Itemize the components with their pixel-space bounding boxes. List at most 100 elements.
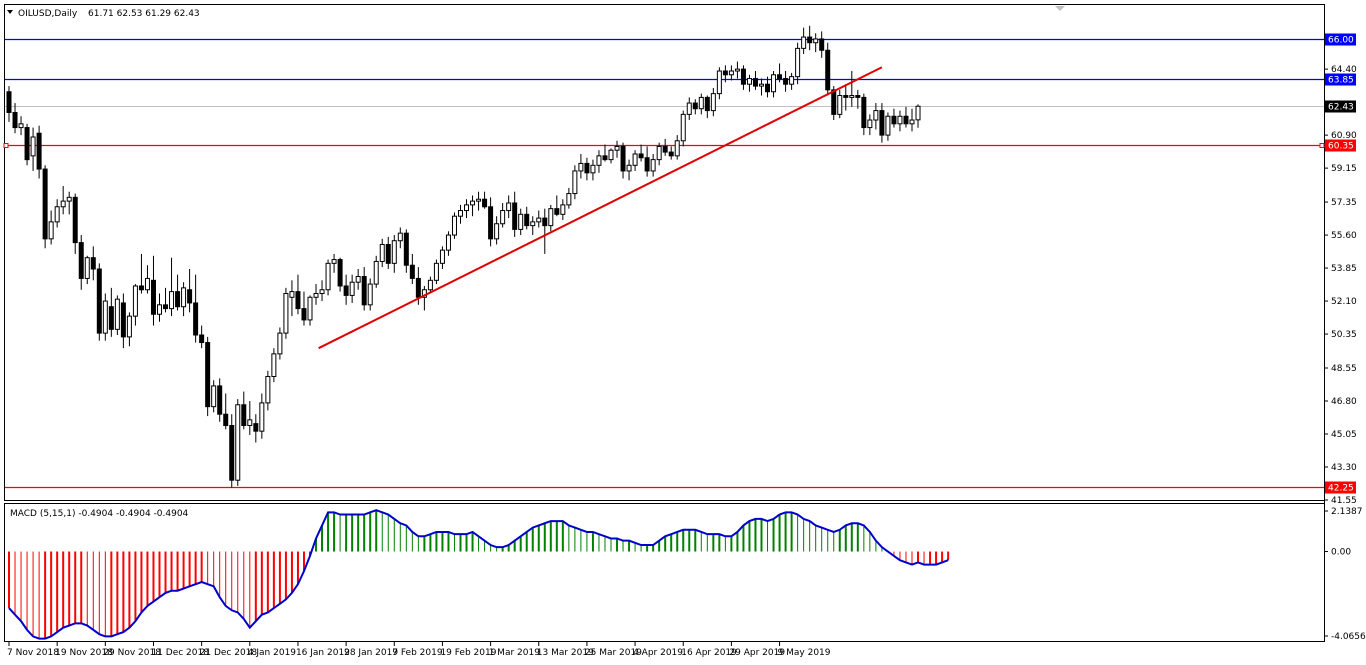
candle-body-down <box>620 145 626 172</box>
candle-body-up <box>915 105 921 121</box>
candle <box>24 123 30 166</box>
level-price-label: 60.35 <box>1328 142 1354 152</box>
candle <box>96 263 102 341</box>
x-tick-label: 29 Apr 2019 <box>729 648 785 658</box>
y-tick-label: 55.60 <box>1331 231 1357 241</box>
candle-body-up <box>530 221 536 227</box>
scroll-marker-icon <box>1055 6 1065 11</box>
candle <box>409 253 415 285</box>
candle <box>524 206 530 230</box>
chart-ohlc: 61.71 62.53 61.29 62.43 <box>88 9 200 19</box>
macd-y-tick-label: 2.1387 <box>1331 507 1363 517</box>
candle-body-up <box>235 404 241 481</box>
candle <box>626 159 632 181</box>
candle-body-up <box>536 217 542 223</box>
candle-body-down <box>217 385 223 415</box>
trend-line[interactable] <box>318 66 883 350</box>
candle <box>879 103 885 143</box>
candle <box>18 116 24 136</box>
candle-body-down <box>644 157 650 172</box>
candle-body-up <box>795 47 801 78</box>
candle-body-down <box>740 68 746 85</box>
candle <box>157 293 162 322</box>
candle <box>789 72 795 90</box>
candle <box>464 199 470 219</box>
macd-panel[interactable] <box>4 503 1325 642</box>
candle <box>746 74 752 92</box>
candle <box>506 195 512 219</box>
candle-body-down <box>193 302 199 336</box>
candle <box>602 144 608 162</box>
candle <box>873 103 879 130</box>
candle-body-down <box>361 276 367 306</box>
candle <box>614 140 620 158</box>
candle <box>488 197 494 247</box>
candle-body-up <box>686 102 692 115</box>
dropdown-triangle-icon[interactable] <box>7 10 13 14</box>
candle-body-down <box>409 264 415 279</box>
candle <box>433 259 439 285</box>
line-anchor-handle[interactable] <box>3 143 9 148</box>
candle <box>445 231 451 256</box>
candle-body-up <box>759 83 764 87</box>
candle <box>373 255 379 288</box>
candle-body-down <box>241 404 247 427</box>
candle-body-up <box>331 259 337 264</box>
candle-body-down <box>337 259 343 287</box>
candle-body-up <box>680 113 686 142</box>
candle <box>319 280 325 302</box>
candle-body-down <box>187 289 193 304</box>
candle <box>102 293 108 341</box>
candle <box>66 191 72 215</box>
candle-body-down <box>819 38 825 51</box>
y-tick-label: 64.40 <box>1331 65 1357 75</box>
candle <box>530 216 536 236</box>
level-price-tag <box>1325 139 1356 152</box>
candle-body-down <box>205 342 211 408</box>
macd-signal-line <box>8 509 949 640</box>
candle-body-down <box>879 110 885 136</box>
candle <box>138 253 144 294</box>
candle <box>451 212 457 239</box>
candle <box>253 414 259 443</box>
candle-body-down <box>825 49 831 91</box>
level-price-tag <box>1325 481 1356 494</box>
candle <box>686 97 692 121</box>
level-price-label: 66.00 <box>1328 36 1354 46</box>
candle <box>608 148 614 164</box>
candle-body-down <box>163 304 169 310</box>
candle <box>181 282 187 317</box>
candle-body-down <box>415 277 421 298</box>
candle <box>36 125 42 179</box>
candle <box>638 144 644 162</box>
candle <box>12 103 18 134</box>
candle-body-down <box>704 96 710 112</box>
line-anchor-handle[interactable] <box>1319 143 1325 148</box>
candle <box>813 33 819 53</box>
candle-body-down <box>96 268 102 334</box>
candle-body-down <box>120 302 126 338</box>
candle-body-up <box>746 78 752 85</box>
candle <box>656 142 662 166</box>
candle <box>367 278 373 311</box>
candle <box>60 186 66 215</box>
candle <box>909 108 915 132</box>
candle-body-down <box>668 151 674 157</box>
candle <box>632 150 638 171</box>
candle <box>379 238 385 268</box>
candle-body-up <box>464 204 470 212</box>
candle <box>752 71 758 90</box>
candle-body-up <box>325 262 331 291</box>
candle-body-up <box>355 276 361 283</box>
candle <box>825 42 831 96</box>
chart-symbol: OILUSD,Daily <box>18 9 78 19</box>
candle-body-down <box>602 155 608 161</box>
candle-body-up <box>18 123 24 129</box>
candle-body-up <box>379 243 385 262</box>
candle-body-up <box>211 385 217 408</box>
x-tick-label: 28 Jan 2019 <box>344 648 398 658</box>
candle-body-down <box>90 257 96 270</box>
candle-body-down <box>692 102 698 110</box>
candle-body-down <box>6 91 12 113</box>
